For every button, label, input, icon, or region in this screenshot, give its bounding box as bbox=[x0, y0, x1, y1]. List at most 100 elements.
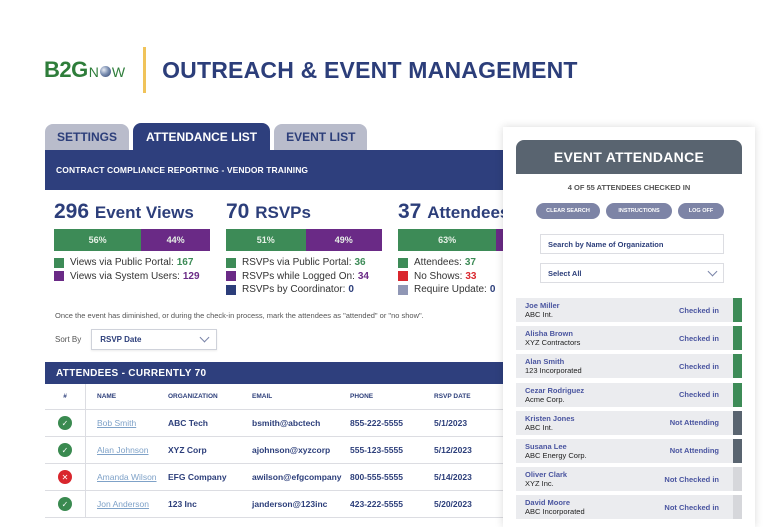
list-item[interactable]: Alan Smith 123 Incorporated Checked in bbox=[516, 354, 742, 379]
column-header-email[interactable]: EMAIL bbox=[252, 393, 273, 400]
attendance-status[interactable]: Checked in bbox=[678, 390, 719, 400]
status-indicator bbox=[733, 354, 742, 379]
legend-item: Attendees: 37 bbox=[398, 256, 508, 270]
table-row: ✕ Amanda Wilson EFG Company awilson@efgc… bbox=[45, 464, 507, 491]
name-cell: Jon Anderson bbox=[86, 499, 168, 509]
column-header-organization[interactable]: ORGANIZATION bbox=[168, 393, 218, 400]
phone-cell: 555-123-5555 bbox=[350, 445, 403, 455]
attendee-name-link[interactable]: Bob Smith bbox=[97, 418, 137, 428]
name-cell: Amanda Wilson bbox=[86, 472, 168, 482]
attendance-status[interactable]: Checked in bbox=[678, 361, 719, 371]
legend-value: 37 bbox=[464, 257, 476, 269]
stat-count: 70 bbox=[226, 200, 250, 223]
stat-label: Event Views bbox=[94, 203, 194, 222]
phone-cell: 423-222-5555 bbox=[350, 499, 403, 509]
status-indicator bbox=[733, 382, 742, 407]
legend-swatch bbox=[226, 271, 236, 282]
bar-segment-attendees: 63% bbox=[398, 229, 497, 251]
list-item[interactable]: Susana Lee ABC Energy Corp. Not Attending bbox=[516, 438, 742, 463]
panel-actions: CLEAR SEARCH INSTRUCTIONS LOG OFF bbox=[536, 203, 724, 219]
stat-title: 70 RSVPs bbox=[226, 200, 382, 226]
attendee-info: Joe Miller ABC Int. bbox=[516, 301, 679, 319]
bar-segment-system: 44% bbox=[141, 229, 210, 251]
attendee-org: ABC Int. bbox=[525, 422, 553, 432]
attendance-status[interactable]: Not Attending bbox=[669, 418, 719, 428]
logo-now: N W bbox=[89, 64, 125, 80]
status-indicator bbox=[733, 410, 742, 435]
attendee-name: David Moore bbox=[525, 498, 571, 508]
legend-swatch bbox=[398, 284, 408, 295]
tab-bar: SETTINGS ATTENDANCE LIST EVENT LIST bbox=[45, 123, 368, 150]
sort-value: RSVP Date bbox=[100, 335, 142, 344]
stat-bar: 51% 49% bbox=[226, 229, 382, 251]
filter-value: Select All bbox=[548, 268, 582, 278]
filter-select[interactable]: Select All bbox=[540, 263, 724, 283]
status-indicator bbox=[733, 495, 742, 520]
column-header-rsvp-date[interactable]: RSVP DATE bbox=[434, 393, 471, 400]
check-circle-icon[interactable]: ✓ bbox=[58, 416, 72, 430]
email-cell: bsmith@abctech bbox=[252, 418, 321, 428]
attendee-name: Kristen Jones bbox=[525, 413, 575, 423]
list-item[interactable]: Oliver Clark XYZ Inc. Not Checked in bbox=[516, 467, 742, 492]
sort-row: Sort By RSVP Date bbox=[55, 329, 218, 350]
tab-settings[interactable]: SETTINGS bbox=[45, 124, 130, 150]
column-header-phone[interactable]: PHONE bbox=[350, 393, 374, 400]
legend-label: RSVPs via Public Portal: bbox=[242, 257, 352, 269]
legend-swatch bbox=[54, 257, 64, 268]
list-item[interactable]: David Moore ABC Incorporated Not Checked … bbox=[516, 495, 742, 520]
list-item[interactable]: Kristen Jones ABC Int. Not Attending bbox=[516, 410, 742, 435]
bar-segment-public: 56% bbox=[54, 229, 142, 251]
stat-legend: Attendees: 37 No Shows: 33 Require Update:… bbox=[398, 256, 508, 297]
attendee-info: Oliver Clark XYZ Inc. bbox=[516, 470, 664, 488]
list-item[interactable]: Joe Miller ABC Int. Checked in bbox=[516, 298, 742, 322]
x-circle-icon[interactable]: ✕ bbox=[58, 470, 72, 484]
legend-item: No Shows: 33 bbox=[398, 270, 508, 284]
attendee-name-link[interactable]: Jon Anderson bbox=[97, 499, 149, 509]
legend-label: Attendees: bbox=[414, 257, 462, 269]
instructions-note: Once the event has diminished, or during… bbox=[55, 311, 424, 320]
tab-event-list[interactable]: EVENT LIST bbox=[274, 124, 368, 150]
legend-item: RSVPs while Logged On: 34 bbox=[226, 270, 382, 284]
instructions-button[interactable]: INSTRUCTIONS bbox=[606, 203, 672, 219]
attendee-org: 123 Incorporated bbox=[525, 366, 582, 376]
attendance-status[interactable]: Not Checked in bbox=[664, 502, 719, 512]
list-item[interactable]: Cezar Rodriguez Acme Corp. Checked in bbox=[516, 382, 742, 407]
attendance-status[interactable]: Not Checked in bbox=[664, 474, 719, 484]
legend-value: 129 bbox=[182, 270, 200, 282]
name-cell: Alan Johnson bbox=[86, 445, 168, 455]
attendance-status[interactable]: Checked in bbox=[678, 333, 719, 343]
stat-label: Attendees bbox=[427, 203, 508, 222]
legend-item: Views via Public Portal: 167 bbox=[54, 256, 210, 270]
search-input[interactable]: Search by Name of Organization bbox=[540, 234, 724, 254]
logo-text: B2G bbox=[44, 57, 88, 82]
check-circle-icon[interactable]: ✓ bbox=[58, 443, 72, 457]
list-item[interactable]: Alisha Brown XYZ Contractors Checked in bbox=[516, 326, 742, 351]
chevron-down-icon bbox=[707, 266, 718, 276]
table-row: ✓ Bob Smith ABC Tech bsmith@abctech 855-… bbox=[45, 410, 507, 437]
attendee-org: XYZ Inc. bbox=[525, 479, 554, 489]
checked-in-summary: 4 OF 55 ATTENDEES CHECKED IN bbox=[567, 183, 691, 192]
stat-legend: RSVPs via Public Portal: 36 RSVPs while L… bbox=[226, 256, 382, 297]
phone-cell: 800-555-5555 bbox=[350, 472, 403, 482]
stat-count: 37 bbox=[398, 200, 422, 223]
attendance-status[interactable]: Checked in bbox=[678, 305, 719, 315]
legend-value: 34 bbox=[357, 270, 369, 282]
log-off-button[interactable]: LOG OFF bbox=[678, 203, 724, 219]
event-name-band: CONTRACT COMPLIANCE REPORTING - VENDOR T… bbox=[45, 150, 507, 190]
check-circle-icon[interactable]: ✓ bbox=[58, 497, 72, 511]
name-cell: Bob Smith bbox=[86, 418, 168, 428]
email-cell: ajohnson@xyzcorp bbox=[252, 445, 331, 455]
clear-search-button[interactable]: CLEAR SEARCH bbox=[536, 203, 600, 219]
attendee-name-link[interactable]: Amanda Wilson bbox=[97, 472, 157, 482]
attendee-name-link[interactable]: Alan Johnson bbox=[97, 445, 149, 455]
organization-cell: EFG Company bbox=[168, 472, 227, 482]
header-divider bbox=[143, 47, 147, 93]
tab-attendance-list[interactable]: ATTENDANCE LIST bbox=[133, 123, 271, 150]
sort-by-select[interactable]: RSVP Date bbox=[91, 329, 218, 350]
email-cell: janderson@123inc bbox=[252, 499, 328, 509]
attendance-status[interactable]: Not Attending bbox=[669, 446, 719, 456]
stats-row: 296 Event Views 56% 44% Views via Public… bbox=[54, 200, 514, 297]
logo-n: N bbox=[88, 64, 99, 80]
attendees-table: # NAME ORGANIZATION EMAIL PHONE RSVP DAT… bbox=[45, 384, 507, 518]
column-header-name[interactable]: NAME bbox=[97, 393, 117, 400]
